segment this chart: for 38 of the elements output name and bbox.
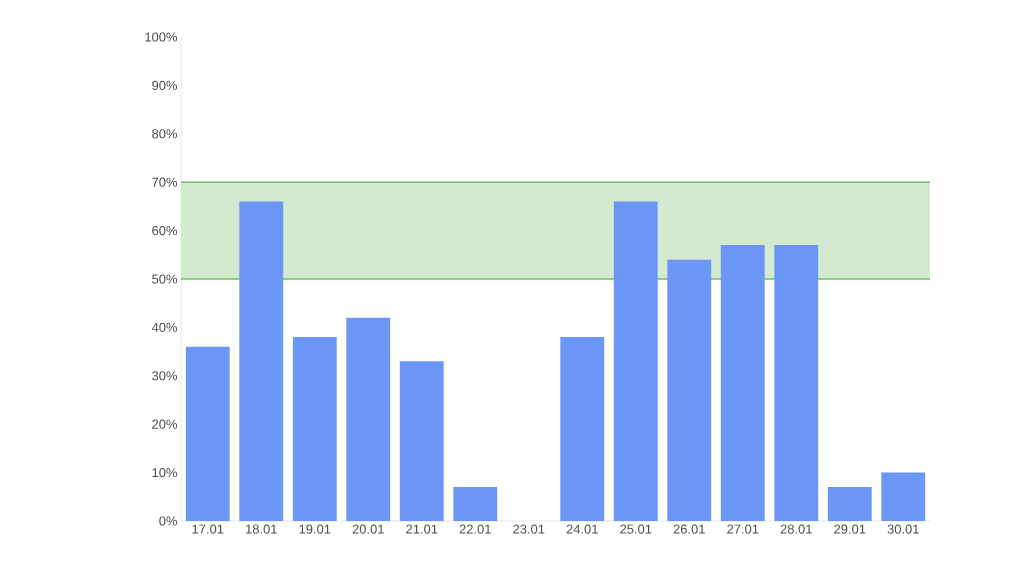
x-tick-label: 17.01 <box>192 524 224 534</box>
y-tick-label: 60% <box>152 226 178 236</box>
x-tick-label: 23.01 <box>513 524 545 534</box>
bar <box>774 245 819 521</box>
y-tick-label: 30% <box>152 371 178 381</box>
bar <box>399 361 444 521</box>
y-tick-label: 90% <box>152 80 178 90</box>
y-tick-label: 70% <box>152 177 178 187</box>
x-tick-label: 18.01 <box>246 524 277 534</box>
bar <box>881 472 926 521</box>
y-tick-label: 80% <box>152 129 178 139</box>
x-tick-label: 21.01 <box>406 524 438 534</box>
x-tick-label: 29.01 <box>834 524 866 534</box>
y-tick-label: 10% <box>152 468 178 478</box>
y-tick-label: 0% <box>159 516 178 526</box>
bar <box>292 337 337 521</box>
bar <box>560 337 605 521</box>
y-tick-label: 100% <box>145 32 178 42</box>
x-tick-label: 19.01 <box>299 524 331 534</box>
bar <box>613 201 658 521</box>
y-tick-label: 40% <box>151 322 178 332</box>
x-tick-label: 27.01 <box>727 524 759 534</box>
x-tick-label: 30.01 <box>887 524 919 534</box>
bar <box>720 245 765 521</box>
bar <box>453 487 498 521</box>
x-tick-label: 24.01 <box>566 524 598 534</box>
bar <box>185 346 230 521</box>
y-tick-label: 20% <box>152 419 178 429</box>
x-tick-label: 20.01 <box>352 524 384 534</box>
x-tick-label: 28.01 <box>780 524 812 534</box>
y-tick-label: 50% <box>152 274 178 284</box>
bar <box>827 487 872 521</box>
x-tick-label: 22.01 <box>459 524 491 534</box>
x-tick-label: 26.01 <box>673 524 705 534</box>
bar <box>346 317 391 521</box>
x-tick-label: 25.01 <box>620 524 652 534</box>
bar <box>667 259 712 521</box>
bar <box>239 201 284 521</box>
